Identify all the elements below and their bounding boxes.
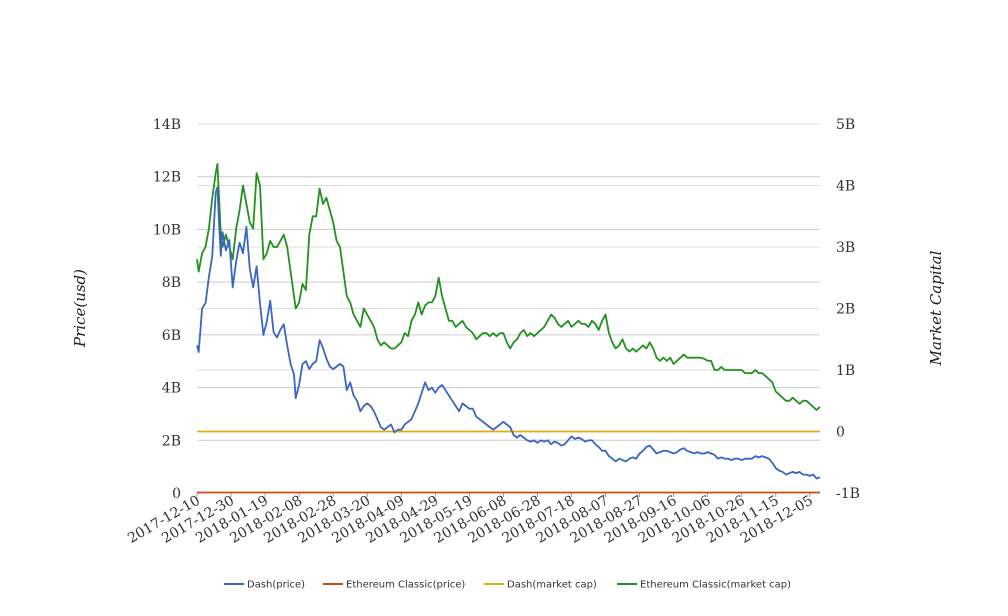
right-y-axis-title: Market Capital xyxy=(927,250,945,366)
legend-label: Ethereum Classic(market cap) xyxy=(640,580,791,591)
left-y-tick-label: 4B xyxy=(162,381,181,397)
left-y-tick-label: 12B xyxy=(153,170,181,186)
left-y-tick-label: 6B xyxy=(162,328,181,344)
right-y-tick-label: 4B xyxy=(836,179,855,195)
gridlines xyxy=(197,123,820,494)
right-y-tick-labels: -1B 0 1B 2B 3B 4B 5B xyxy=(836,117,860,502)
left-y-tick-labels: 0 2B 4B 6B 8B 10B 12B 14B xyxy=(153,117,181,502)
series-lines xyxy=(196,163,821,494)
left-y-tick-label: 14B xyxy=(153,117,181,133)
legend-label: Dash(price) xyxy=(247,580,305,591)
legend: Dash(price) Ethereum Classic(price) Dash(m… xyxy=(224,580,791,591)
legend-label: Dash(market cap) xyxy=(507,580,597,591)
left-y-tick-label: 0 xyxy=(172,486,181,502)
x-tick-labels: 2017-12-102017-12-302018-01-192018-02-08… xyxy=(125,493,816,547)
legend-item: Dash(price) xyxy=(224,580,305,591)
series-line-0 xyxy=(196,186,821,480)
legend-item: Dash(market cap) xyxy=(484,580,597,591)
right-y-tick-label: 5B xyxy=(836,117,855,133)
right-y-tick-label: 0 xyxy=(836,425,845,441)
legend-label: Ethereum Classic(price) xyxy=(346,580,465,591)
legend-item: Ethereum Classic(price) xyxy=(323,580,465,591)
right-y-tick-label: 1B xyxy=(836,363,855,379)
series-line-3 xyxy=(196,163,821,411)
left-y-axis-title: Price(usd) xyxy=(71,269,89,348)
left-y-tick-label: 10B xyxy=(153,222,181,238)
right-y-tick-label: 3B xyxy=(836,240,855,256)
left-y-tick-label: 2B xyxy=(162,433,181,449)
left-y-tick-label: 8B xyxy=(162,275,181,291)
right-y-tick-label: -1B xyxy=(836,486,860,502)
legend-item: Ethereum Classic(market cap) xyxy=(617,580,791,591)
right-y-tick-label: 2B xyxy=(836,302,855,318)
